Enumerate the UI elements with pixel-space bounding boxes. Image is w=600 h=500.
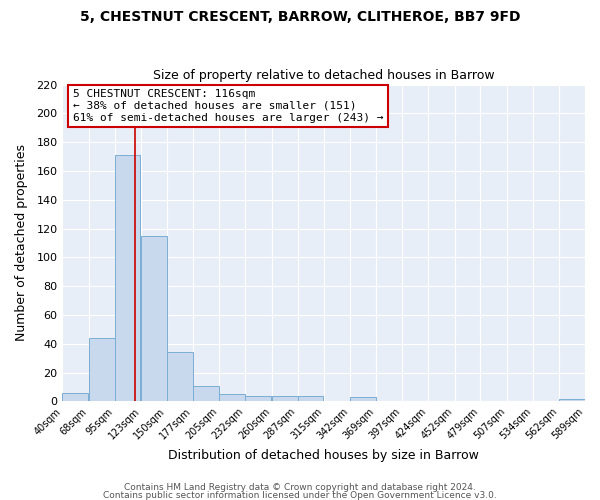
Title: Size of property relative to detached houses in Barrow: Size of property relative to detached ho…: [153, 69, 494, 82]
Bar: [89, 338, 115, 402]
Text: Contains HM Land Registry data © Crown copyright and database right 2024.: Contains HM Land Registry data © Crown c…: [124, 484, 476, 492]
Bar: [142, 236, 167, 402]
Bar: [167, 352, 193, 402]
Bar: [62, 393, 88, 402]
Bar: [350, 397, 376, 402]
Text: Contains public sector information licensed under the Open Government Licence v3: Contains public sector information licen…: [103, 491, 497, 500]
Text: 5, CHESTNUT CRESCENT, BARROW, CLITHEROE, BB7 9FD: 5, CHESTNUT CRESCENT, BARROW, CLITHEROE,…: [80, 10, 520, 24]
Bar: [245, 396, 271, 402]
Bar: [220, 394, 245, 402]
Bar: [193, 386, 218, 402]
X-axis label: Distribution of detached houses by size in Barrow: Distribution of detached houses by size …: [168, 450, 479, 462]
Bar: [272, 396, 298, 402]
Y-axis label: Number of detached properties: Number of detached properties: [15, 144, 28, 342]
Text: 5 CHESTNUT CRESCENT: 116sqm
← 38% of detached houses are smaller (151)
61% of se: 5 CHESTNUT CRESCENT: 116sqm ← 38% of det…: [73, 90, 383, 122]
Bar: [298, 396, 323, 402]
Bar: [559, 398, 585, 402]
Bar: [115, 155, 140, 402]
